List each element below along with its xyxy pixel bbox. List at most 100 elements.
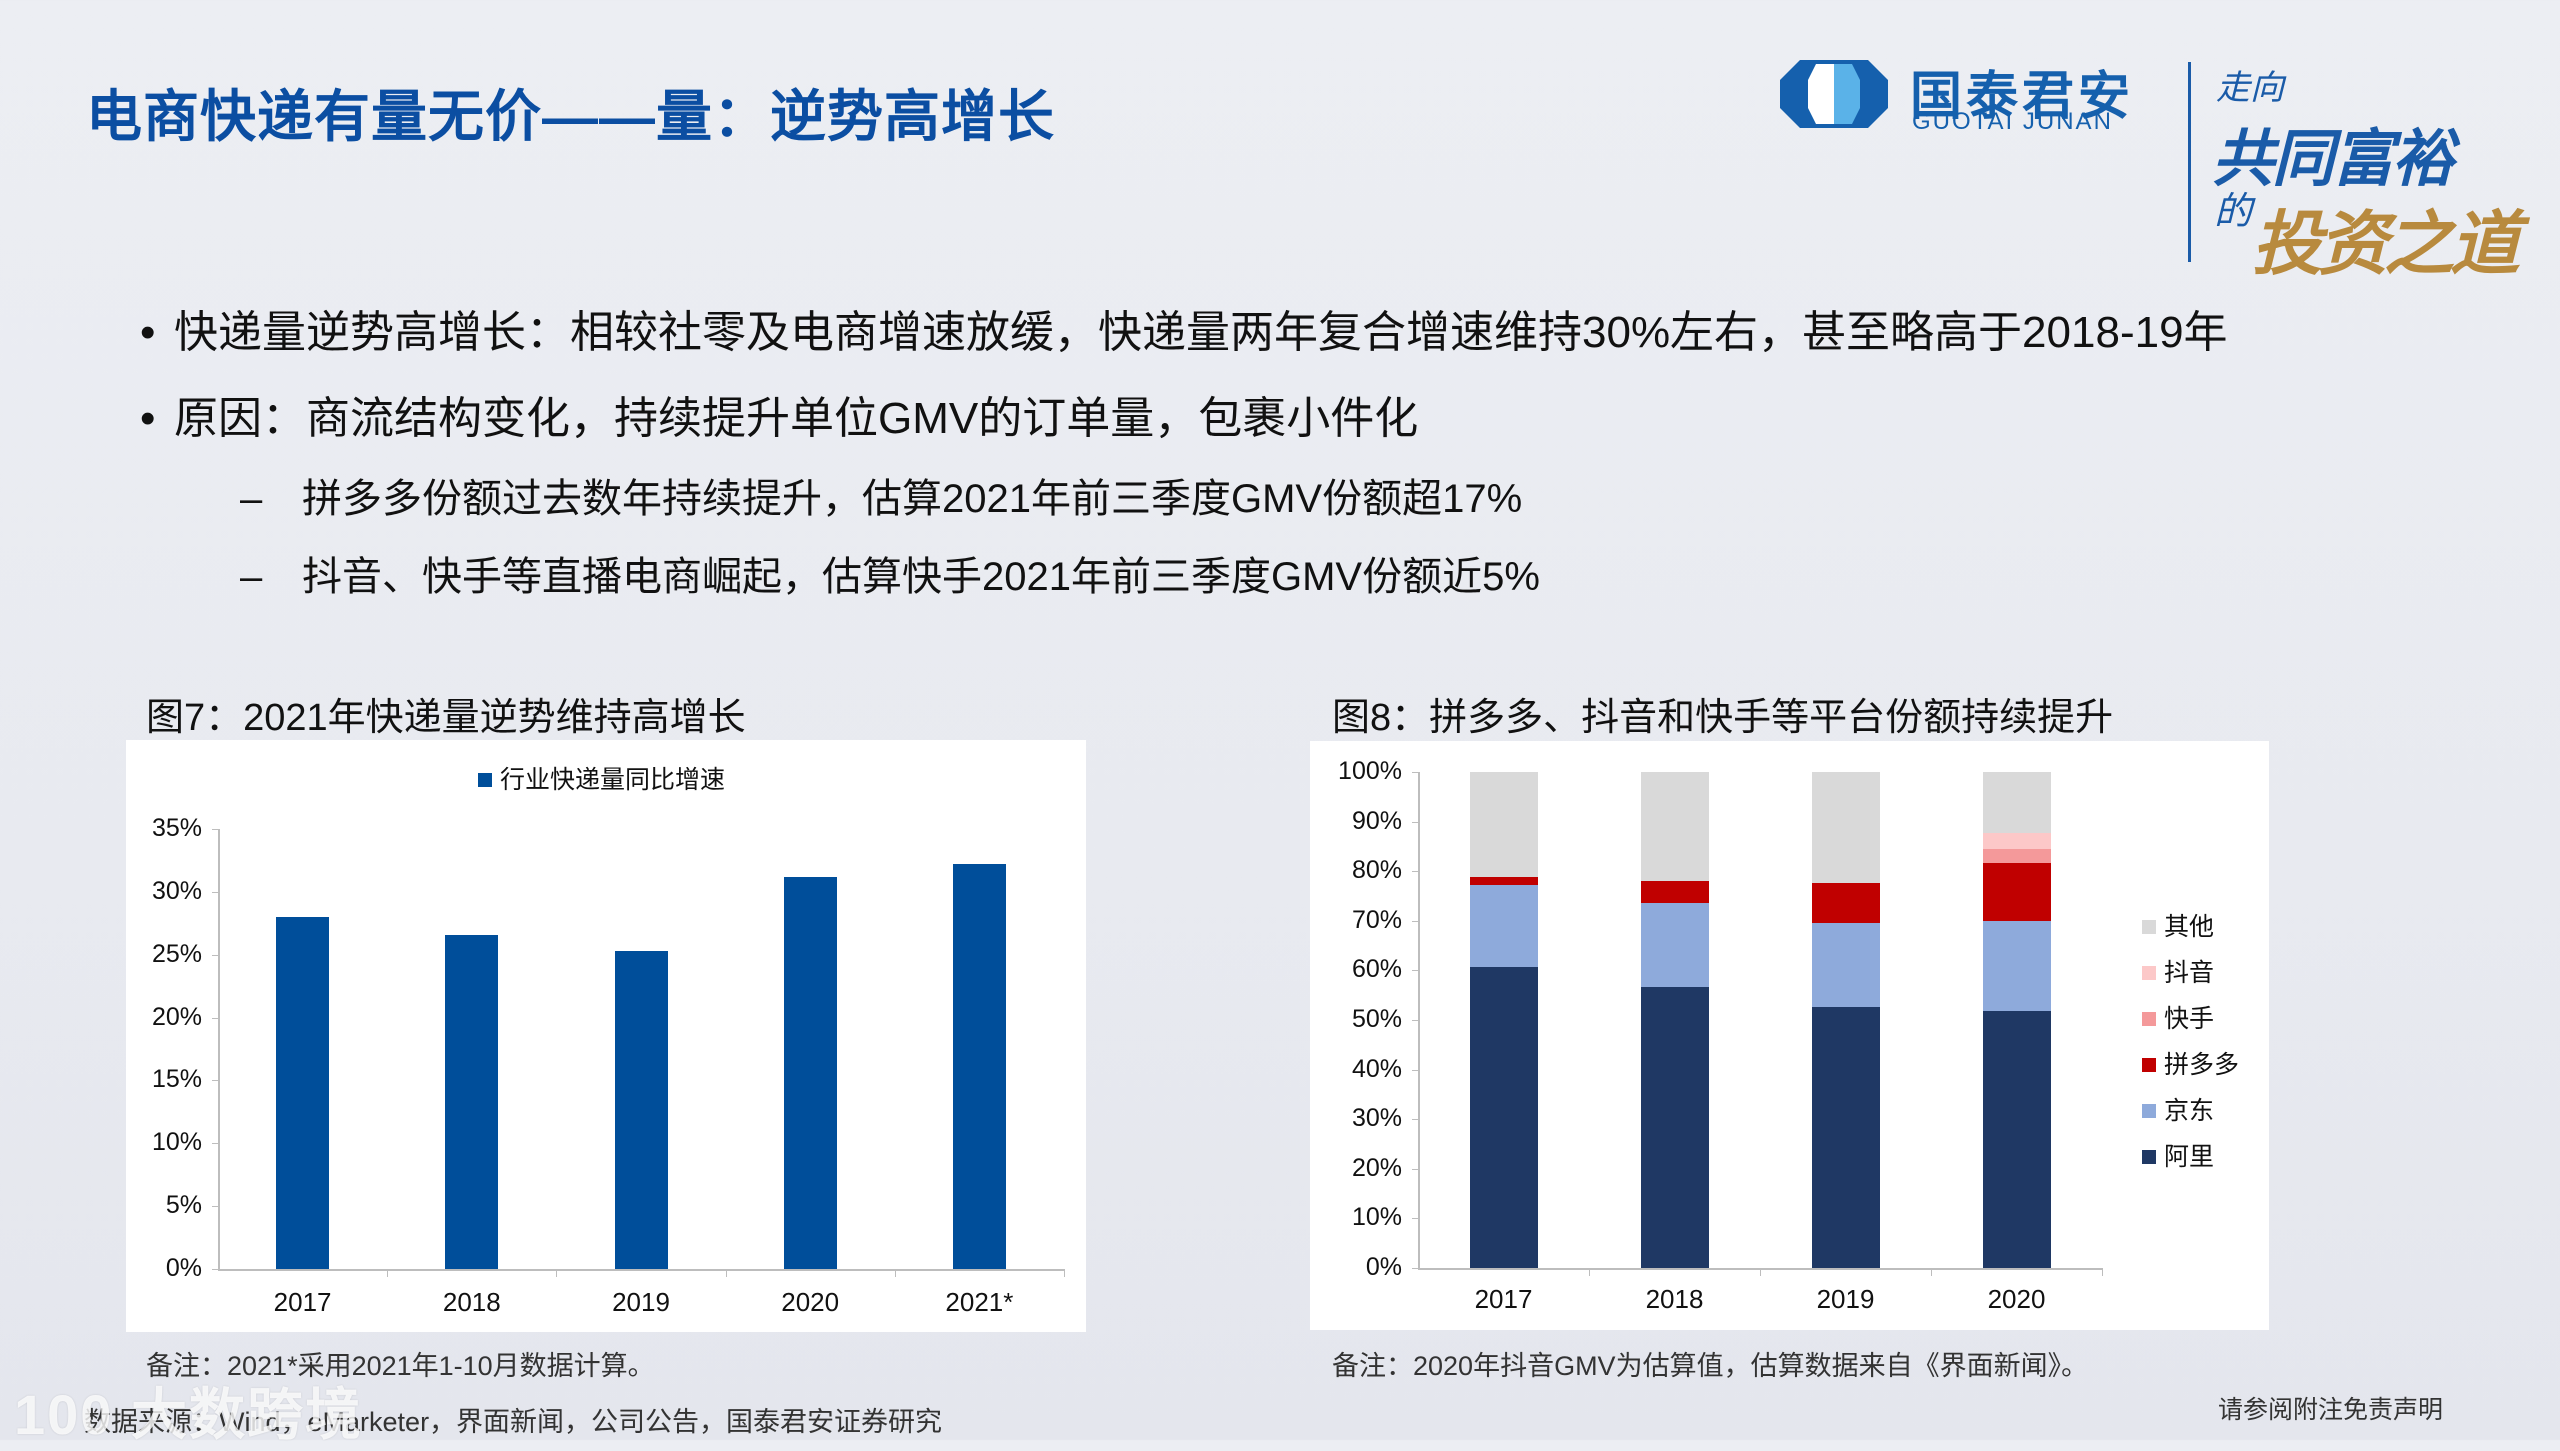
sub-bullet-2: – 抖音、快手等直播电商崛起，估算快手2021年前三季度GMV份额近5% xyxy=(240,544,1540,602)
y-tick-label: 20% xyxy=(151,1002,202,1031)
legend-item: 快手 xyxy=(2142,999,2214,1035)
bar-segment-2017 xyxy=(1469,772,1538,878)
slogan: 走向 共同富裕 的 投资之道 xyxy=(2212,56,2520,285)
x-tick-mark xyxy=(556,1269,558,1277)
y-tick-label: 50% xyxy=(1351,1005,1402,1033)
x-tick-mark xyxy=(1931,1268,1932,1276)
bar-2018 xyxy=(445,934,499,1269)
bar-segment-2020 xyxy=(1982,833,2051,849)
legend-swatch-icon xyxy=(2142,966,2156,980)
logo-divider xyxy=(2188,62,2191,262)
bar-segment-2020 xyxy=(1982,848,2051,863)
y-axis-line xyxy=(218,829,220,1269)
y-tick-mark xyxy=(1412,772,1418,773)
x-tick-mark xyxy=(1760,1268,1761,1276)
y-tick-label: 80% xyxy=(1351,856,1402,885)
bar-segment-2017 xyxy=(1469,966,1538,1268)
y-tick-mark xyxy=(212,1080,218,1082)
y-tick-label: 40% xyxy=(1351,1054,1402,1083)
y-tick-label: 30% xyxy=(1351,1104,1402,1133)
x-tick-label: 2021* xyxy=(945,1287,1014,1317)
x-tick-label: 2020 xyxy=(781,1287,840,1317)
legend-item: 阿里 xyxy=(2142,1137,2214,1173)
legend-item: 拼多多 xyxy=(2142,1045,2239,1081)
y-tick-label: 20% xyxy=(1351,1153,1402,1182)
legend-item: 其他 xyxy=(2142,907,2214,943)
y-tick-label: 100% xyxy=(1338,757,1402,785)
x-tick-mark xyxy=(1589,1268,1590,1276)
y-tick-mark xyxy=(1412,1218,1418,1220)
bar-segment-2018 xyxy=(1640,986,1709,1268)
legend-swatch-icon xyxy=(2142,920,2156,934)
bar-segment-2017 xyxy=(1469,877,1538,886)
disclaimer: 请参阅附注免责声明 xyxy=(2218,1396,2444,1424)
fig8-chart: 其他 抖音 快手 拼多多 京东 阿里 0% 10% 20% 30% 40% 50% 60% 70% 80%… xyxy=(1310,741,2269,1330)
legend-swatch-icon xyxy=(478,773,492,787)
y-tick-mark xyxy=(1412,821,1418,823)
y-tick-label: 60% xyxy=(1351,955,1402,984)
page-title: 电商快递有量无价——量：逆势高增长 xyxy=(86,85,1055,148)
bullet-text: 原因：商流结构变化，持续提升单位GMV的订单量，包裹小件化 xyxy=(174,394,1419,443)
guotai-junan-logo-icon xyxy=(1780,60,1888,128)
x-tick-label: 2017 xyxy=(1474,1284,1533,1314)
sub-bullet-text: 抖音、快手等直播电商崛起，估算快手2021年前三季度GMV份额近5% xyxy=(302,555,1540,599)
bar-2017 xyxy=(276,917,330,1269)
y-tick-mark xyxy=(212,1206,218,1208)
x-tick-mark xyxy=(894,1269,896,1277)
x-tick-mark xyxy=(2102,1268,2103,1276)
fig7-title: 图7：2021年快递量逆势维持高增长 xyxy=(146,697,746,739)
y-tick-label: 70% xyxy=(1351,905,1402,934)
x-tick-label: 2019 xyxy=(612,1287,670,1317)
legend-label: 拼多多 xyxy=(2164,1051,2240,1079)
x-tick-mark xyxy=(387,1269,389,1277)
sub-bullet-1: – 拼多多份额过去数年持续提升，估算2021年前三季度GMV份额超17% xyxy=(240,466,1522,524)
logo-text-cn: 国泰君安 xyxy=(1910,68,2135,126)
bar-segment-2018 xyxy=(1640,902,1709,987)
y-tick-label: 0% xyxy=(165,1254,202,1282)
bar-segment-2020 xyxy=(1982,862,2051,922)
bar-2020 xyxy=(783,876,837,1269)
x-tick-mark xyxy=(725,1269,727,1277)
dash-icon: – xyxy=(240,477,263,521)
bar-segment-2019 xyxy=(1811,922,1880,1007)
bullet-dot-icon: • xyxy=(140,394,156,443)
y-tick-mark xyxy=(212,1269,218,1270)
legend-swatch-icon xyxy=(2142,1058,2156,1072)
bar-2021* xyxy=(952,864,1006,1269)
legend-label: 抖音 xyxy=(2164,959,2215,987)
y-tick-mark xyxy=(212,1143,218,1145)
y-tick-mark xyxy=(1412,1020,1418,1021)
x-tick-label: 2019 xyxy=(1816,1284,1875,1314)
fig7-chart: 行业快递量同比增速 0% 5% 10% 15% 20% 25% 30% 35% 2017 2018… xyxy=(126,740,1086,1332)
legend-swatch-icon xyxy=(2142,1012,2156,1026)
y-tick-mark xyxy=(212,829,218,830)
y-tick-label: 10% xyxy=(1351,1203,1402,1232)
y-tick-mark xyxy=(1412,970,1418,972)
y-tick-mark xyxy=(1412,1268,1418,1269)
slogan-line2: 共同富裕 xyxy=(2212,122,2454,195)
slogan-line4: 投资之道 xyxy=(2252,202,2520,285)
x-axis-line xyxy=(218,1269,1064,1271)
legend-label: 快手 xyxy=(2164,1005,2215,1033)
logo-text-en: GUOTAI JUNAN xyxy=(1912,108,2113,135)
bar-segment-2020 xyxy=(1982,921,2051,1011)
watermark: 100 大数跨境 xyxy=(14,1383,363,1446)
bullet-text: 快递量逆势高增长：相较社零及电商增速放缓，快递量两年复合增速维持30%左右，甚至… xyxy=(174,308,2228,357)
bar-segment-2019 xyxy=(1811,883,1880,923)
y-tick-mark xyxy=(1412,871,1418,873)
bar-segment-2018 xyxy=(1640,881,1709,903)
bar-segment-2020 xyxy=(1982,1010,2051,1268)
y-tick-label: 10% xyxy=(151,1128,202,1157)
legend-label: 其他 xyxy=(2164,913,2215,941)
bar-segment-2018 xyxy=(1640,772,1709,882)
x-tick-label: 2017 xyxy=(273,1287,332,1317)
legend-swatch-icon xyxy=(2142,1150,2156,1164)
bullet-dot-icon: • xyxy=(140,308,156,357)
data-source: 数据来源：Wind，eMarketer，界面新闻，公司公告，国泰君安证券研究 xyxy=(84,1407,943,1437)
y-tick-label: 35% xyxy=(151,814,202,842)
x-tick-label: 2018 xyxy=(442,1287,501,1317)
bar-segment-2020 xyxy=(1982,772,2051,833)
dash-icon: – xyxy=(240,555,263,599)
fig8-title: 图8：拼多多、抖音和快手等平台份额持续提升 xyxy=(1332,697,2114,739)
slogan-line1: 走向 xyxy=(2216,68,2284,108)
